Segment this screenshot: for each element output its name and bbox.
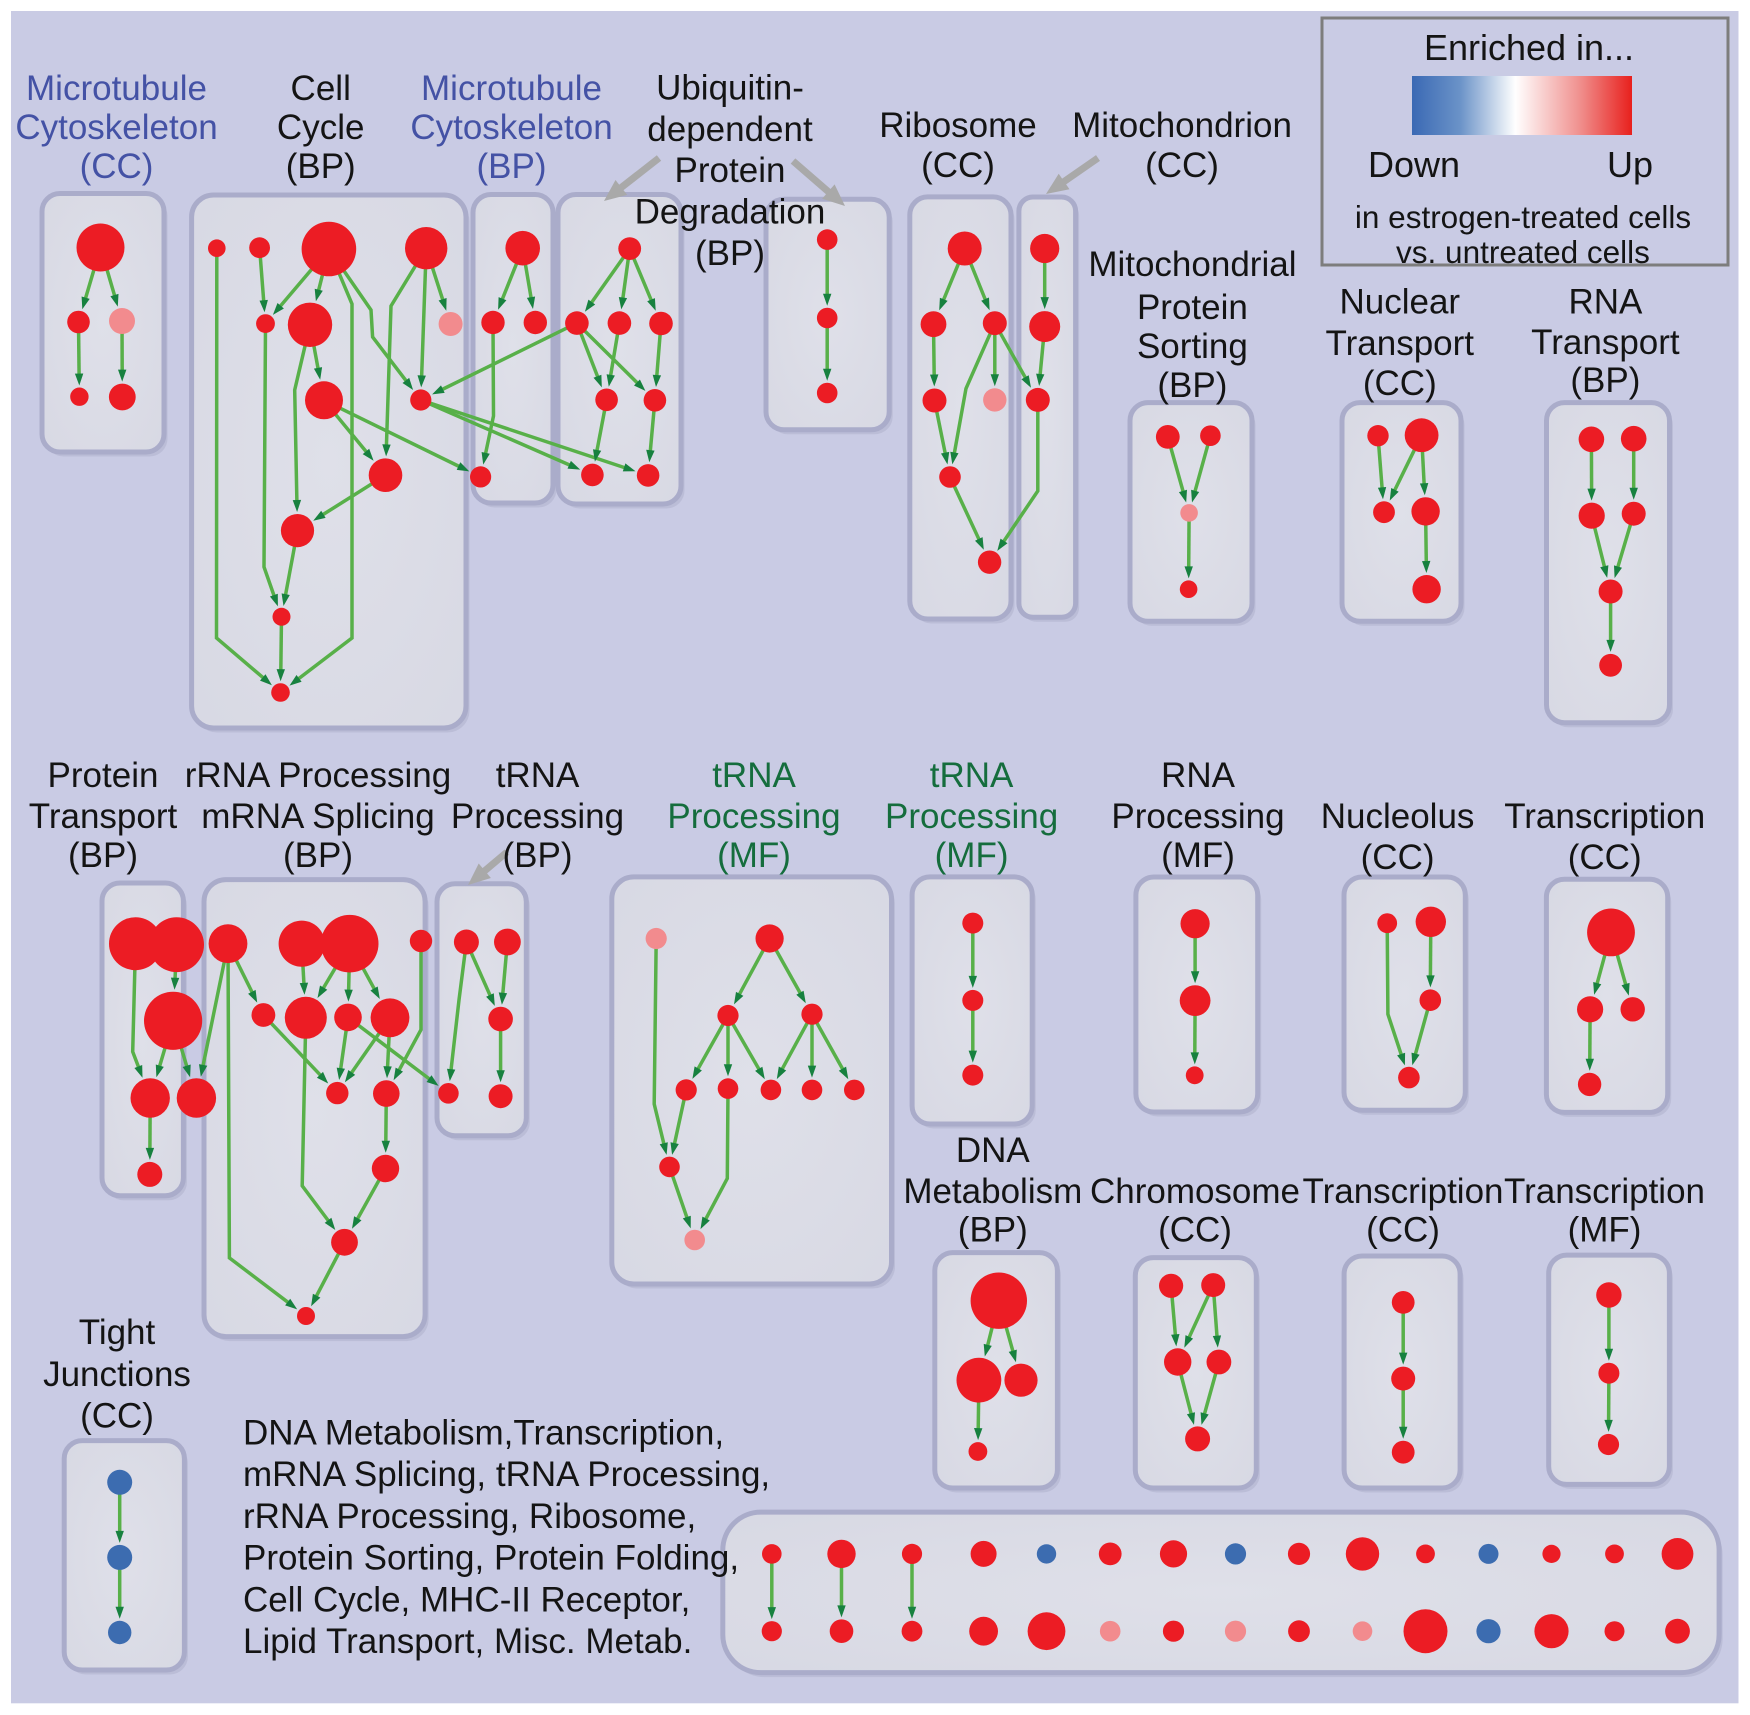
svg-text:DNA: DNA (956, 1131, 1031, 1170)
svg-text:(BP): (BP) (68, 836, 138, 875)
svg-text:Cell Cycle, MHC-II Receptor,: Cell Cycle, MHC-II Receptor, (243, 1581, 690, 1620)
svg-text:vs. untreated cells: vs. untreated cells (1396, 234, 1650, 270)
svg-text:tRNA: tRNA (712, 756, 796, 795)
svg-text:RNA: RNA (1161, 756, 1236, 795)
svg-text:(BP): (BP) (503, 836, 573, 875)
svg-text:(CC): (CC) (80, 147, 154, 186)
svg-text:(BP): (BP) (477, 147, 547, 186)
svg-text:in estrogen-treated cells: in estrogen-treated cells (1355, 199, 1691, 235)
svg-text:Ubiquitin-: Ubiquitin- (656, 69, 804, 108)
svg-text:Protein Sorting, Protein Foldi: Protein Sorting, Protein Folding, (243, 1539, 739, 1578)
svg-text:Degradation: Degradation (635, 193, 826, 232)
svg-text:Chromosome: Chromosome (1090, 1172, 1300, 1211)
svg-text:Cycle: Cycle (277, 108, 365, 147)
svg-text:Protein: Protein (675, 151, 786, 190)
svg-text:(CC): (CC) (1158, 1211, 1232, 1250)
svg-text:(CC): (CC) (1361, 838, 1435, 877)
svg-text:RNA: RNA (1568, 282, 1643, 321)
svg-text:Transport: Transport (29, 797, 178, 836)
svg-text:(CC): (CC) (1363, 364, 1437, 403)
svg-text:(BP): (BP) (283, 836, 353, 875)
svg-text:(CC): (CC) (1366, 1211, 1440, 1250)
svg-text:Microtubule: Microtubule (26, 69, 207, 108)
svg-text:Tight: Tight (79, 1313, 156, 1352)
svg-text:(MF): (MF) (717, 836, 791, 875)
svg-text:Up: Up (1607, 144, 1653, 185)
svg-text:tRNA: tRNA (930, 756, 1014, 795)
svg-text:Mitochondrion: Mitochondrion (1072, 106, 1292, 145)
svg-text:Protein: Protein (48, 756, 159, 795)
svg-text:Processing: Processing (451, 797, 624, 836)
svg-text:Metabolism: Metabolism (903, 1172, 1082, 1211)
svg-text:Lipid Transport, Misc. Metab.: Lipid Transport, Misc. Metab. (243, 1622, 692, 1661)
svg-text:Processing: Processing (667, 797, 840, 836)
svg-text:(BP): (BP) (695, 234, 765, 273)
svg-text:Sorting: Sorting (1137, 327, 1248, 366)
svg-text:(CC): (CC) (921, 146, 995, 185)
svg-text:DNA Metabolism,Transcription,: DNA Metabolism,Transcription, (243, 1414, 724, 1453)
svg-text:Microtubule: Microtubule (421, 69, 602, 108)
svg-text:(BP): (BP) (1570, 361, 1640, 400)
svg-text:Enriched in...: Enriched in... (1424, 27, 1634, 68)
svg-text:Protein: Protein (1137, 288, 1248, 327)
svg-text:Down: Down (1368, 144, 1460, 185)
svg-text:Cytoskeleton: Cytoskeleton (15, 108, 217, 147)
svg-text:Transcription: Transcription (1504, 797, 1705, 836)
svg-text:mRNA Splicing: mRNA Splicing (201, 797, 434, 836)
svg-text:(BP): (BP) (286, 147, 356, 186)
svg-text:rRNA Processing, Ribosome,: rRNA Processing, Ribosome, (243, 1497, 696, 1536)
svg-text:Transport: Transport (1531, 323, 1680, 362)
svg-text:dependent: dependent (647, 110, 813, 149)
svg-text:Junctions: Junctions (43, 1355, 191, 1394)
svg-text:Transcription: Transcription (1504, 1172, 1705, 1211)
svg-text:Cytoskeleton: Cytoskeleton (410, 108, 612, 147)
svg-text:rRNA Processing: rRNA Processing (185, 756, 451, 795)
svg-text:(MF): (MF) (935, 836, 1009, 875)
svg-text:tRNA: tRNA (496, 756, 580, 795)
svg-text:Cell: Cell (291, 69, 351, 108)
svg-text:(MF): (MF) (1161, 836, 1235, 875)
svg-text:Transcription: Transcription (1303, 1172, 1504, 1211)
svg-text:(MF): (MF) (1568, 1211, 1642, 1250)
svg-text:mRNA Splicing, tRNA Processing: mRNA Splicing, tRNA Processing, (243, 1455, 770, 1494)
svg-text:(BP): (BP) (958, 1211, 1028, 1250)
svg-text:Processing: Processing (885, 797, 1058, 836)
svg-text:(CC): (CC) (1145, 146, 1219, 185)
svg-text:(CC): (CC) (1568, 838, 1642, 877)
svg-text:(CC): (CC) (80, 1397, 154, 1436)
svg-text:Ribosome: Ribosome (879, 106, 1037, 145)
svg-text:Mitochondrial: Mitochondrial (1088, 245, 1296, 284)
svg-text:(BP): (BP) (1157, 366, 1227, 405)
svg-text:Nucleolus: Nucleolus (1321, 797, 1475, 836)
svg-text:Processing: Processing (1111, 797, 1284, 836)
svg-text:Transport: Transport (1326, 324, 1475, 363)
svg-text:Nuclear: Nuclear (1339, 283, 1460, 322)
